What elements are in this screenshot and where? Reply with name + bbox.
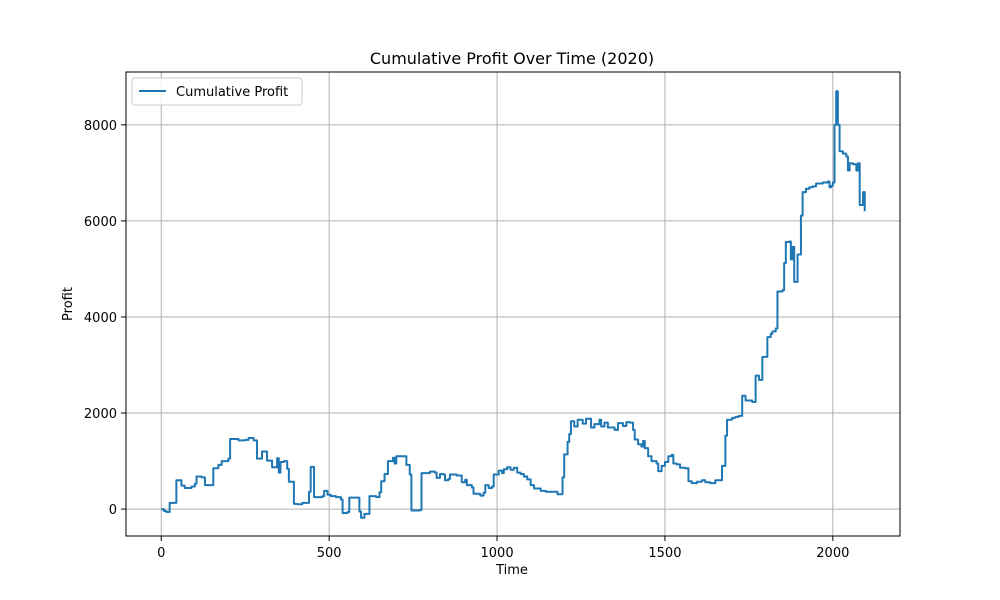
- x-tick-label: 1000: [481, 546, 514, 561]
- x-tick-label: 1500: [648, 546, 681, 561]
- y-tick-label: 0: [109, 503, 117, 518]
- x-axis: 0 500 1000 1500 2000: [157, 536, 849, 561]
- x-axis-title: Time: [495, 563, 528, 578]
- series-line-cumulative-profit: [161, 90, 866, 519]
- y-axis: 0 2000 4000 6000 8000: [84, 119, 126, 518]
- y-tick-label: 2000: [84, 407, 117, 422]
- series-layer: [161, 90, 866, 519]
- x-tick-label: 0: [157, 546, 165, 561]
- x-tick-label: 2000: [816, 546, 849, 561]
- y-tick-label: 4000: [84, 311, 117, 326]
- y-tick-label: 6000: [84, 215, 117, 230]
- y-axis-title: Profit: [61, 287, 76, 321]
- chart-title: Cumulative Profit Over Time (2020): [370, 49, 654, 68]
- legend-box: [131, 77, 303, 106]
- grid: [126, 72, 900, 536]
- x-tick-label: 500: [317, 546, 342, 561]
- y-tick-label: 8000: [84, 119, 117, 134]
- legend: Cumulative Profit: [131, 77, 303, 106]
- legend-label: Cumulative Profit: [176, 85, 288, 100]
- plot-frame: [125, 71, 901, 537]
